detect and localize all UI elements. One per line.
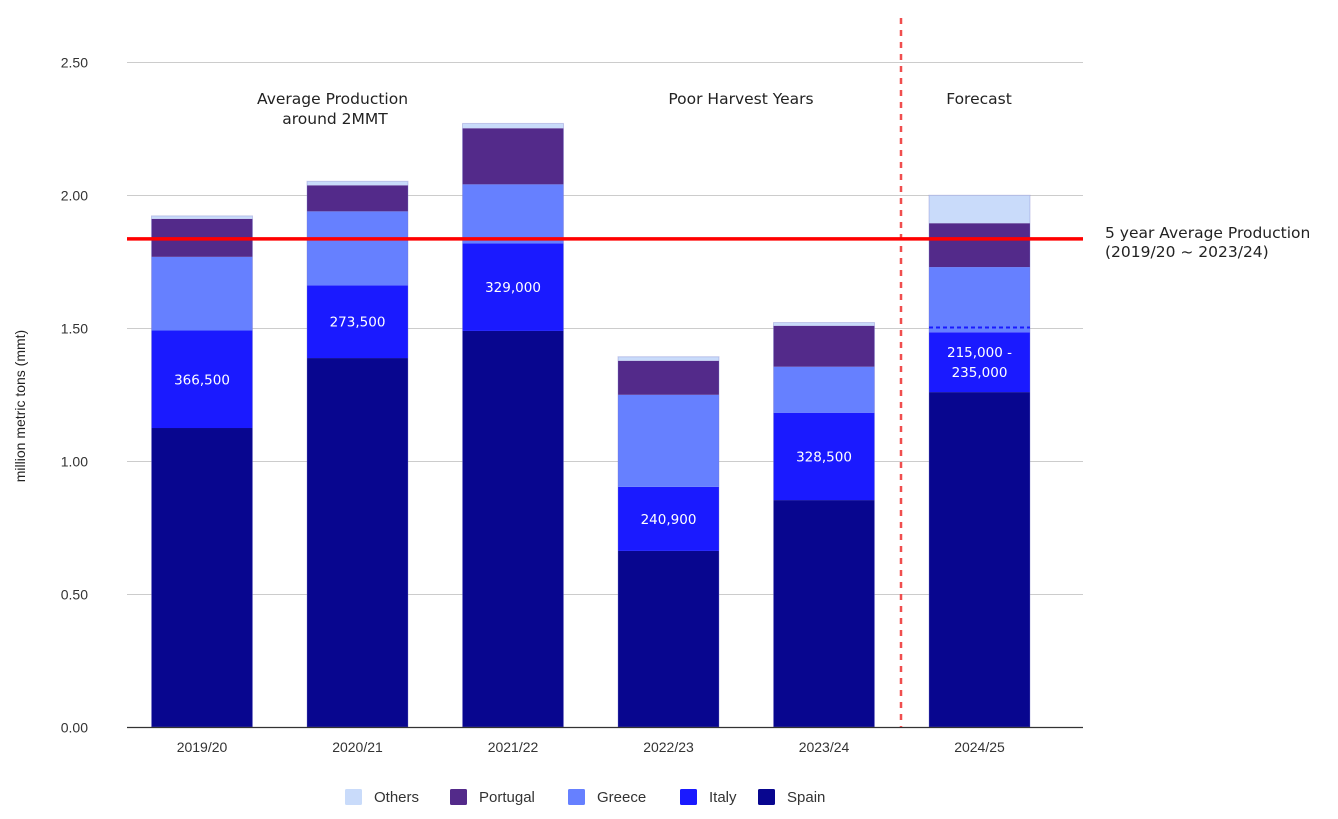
- x-tick-label: 2021/22: [488, 739, 539, 755]
- annotation-average-production-line1: Average Production: [257, 90, 408, 108]
- y-axis-label: million metric tons (mmt): [12, 330, 28, 482]
- bar-segment-italy: [929, 332, 1030, 393]
- legend-item-portugal: Portugal: [450, 789, 535, 806]
- bar-stack: [617, 356, 720, 728]
- data-label-line: 366,500: [174, 372, 230, 388]
- bar-stack: [773, 322, 875, 728]
- bar-segment-others: [151, 215, 253, 219]
- bar-segment-spain: [618, 550, 719, 727]
- legend-item-italy: Italy: [680, 789, 737, 806]
- gridlines: [127, 62, 1083, 595]
- bar-stack: [151, 215, 253, 728]
- x-tick-label: 2024/25: [954, 739, 1005, 755]
- annotation-poor-harvest-years: Poor Harvest Years: [668, 90, 813, 108]
- y-axis-ticks: 0.00 0.50 1.00 1.50 2.00 2.50: [61, 55, 88, 736]
- x-tick-label: 2022/23: [643, 739, 694, 755]
- bar-segment-spain: [462, 330, 564, 727]
- bar-segment-others: [462, 123, 564, 129]
- x-axis-ticks: 2019/20 2020/21 2021/22 2022/23 2023/24 2024/…: [177, 739, 1005, 755]
- bar-segment-others: [307, 181, 408, 186]
- bar-segment-greece: [929, 267, 1030, 333]
- bar-stack: [462, 122, 564, 728]
- legend-item-spain: Spain: [758, 789, 825, 806]
- bar-segment-spain: [307, 358, 408, 727]
- data-label-line: 235,000: [952, 365, 1008, 381]
- bars: [151, 122, 1031, 728]
- data-labels: 366,500 273,500 329,000 240,900 328,500 215,0…: [174, 280, 1030, 528]
- bar-stack: [928, 194, 1031, 728]
- legend-swatch: [758, 789, 775, 805]
- legend-label: Spain: [787, 789, 825, 806]
- data-label-italy: 366,500: [174, 372, 230, 388]
- legend-label: Portugal: [479, 789, 535, 806]
- legend-swatch: [345, 789, 362, 805]
- reference-line-label-line1: 5 year Average Production: [1105, 224, 1310, 242]
- legend: Others Portugal Greece Italy Spain: [345, 789, 825, 806]
- bar-segment-others: [773, 322, 875, 326]
- y-tick-label: 0.00: [61, 720, 88, 736]
- data-label-italy: 329,000: [485, 280, 541, 296]
- bar-stack: [306, 180, 409, 728]
- bar-segment-portugal: [307, 185, 408, 212]
- legend-item-others: Others: [345, 789, 419, 806]
- bar-segment-portugal: [773, 325, 875, 367]
- bar-segment-portugal: [929, 223, 1030, 268]
- y-tick-label: 2.50: [61, 55, 88, 71]
- annotation-average-production-line2: around 2MMT: [282, 110, 388, 128]
- y-tick-label: 1.50: [61, 321, 88, 337]
- bar-segment-spain: [151, 428, 253, 727]
- bar-segment-portugal: [618, 360, 719, 395]
- bar-segment-greece: [307, 211, 408, 286]
- data-label-italy: 273,500: [330, 315, 386, 331]
- data-label-line: 273,500: [330, 315, 386, 331]
- bar-segment-portugal: [462, 128, 564, 185]
- y-tick-label: 2.00: [61, 188, 88, 204]
- bar-segment-italy: [151, 330, 253, 429]
- bar-segment-italy: [773, 412, 875, 501]
- reference-line-label-line2: (2019/20 ~ 2023/24): [1105, 243, 1269, 261]
- reference-line-label: 5 year Average Production (2019/20 ~ 202…: [1105, 224, 1315, 261]
- data-label-italy: 328,500: [796, 449, 852, 465]
- x-tick-label: 2020/21: [332, 739, 383, 755]
- data-label-line: 240,900: [641, 512, 697, 528]
- y-tick-label: 1.00: [61, 454, 88, 470]
- legend-swatch: [568, 789, 585, 805]
- bar-segment-italy: [462, 243, 564, 331]
- y-tick-label: 0.50: [61, 587, 88, 603]
- legend-label: Italy: [709, 789, 737, 806]
- bar-segment-greece: [462, 184, 564, 244]
- annotation-forecast: Forecast: [946, 90, 1012, 108]
- bar-segment-others: [618, 356, 719, 361]
- bar-segment-greece: [618, 394, 719, 487]
- data-label-italy: 215,000 - 235,000: [947, 345, 1012, 381]
- bar-segment-spain: [773, 500, 875, 727]
- data-label-line: 328,500: [796, 449, 852, 465]
- bar-segment-greece: [773, 366, 875, 413]
- bar-segment-others: [929, 195, 1030, 224]
- legend-swatch: [450, 789, 467, 805]
- x-tick-label: 2023/24: [799, 739, 850, 755]
- data-label-line: 329,000: [485, 280, 541, 296]
- bar-segment-greece: [151, 256, 253, 331]
- legend-swatch: [680, 789, 697, 805]
- annotation-average-production: Average Production around 2MMT: [257, 90, 413, 128]
- data-label-line: 215,000 -: [947, 345, 1012, 361]
- x-tick-label: 2019/20: [177, 739, 228, 755]
- legend-label: Greece: [597, 789, 646, 806]
- data-label-italy: 240,900: [641, 512, 697, 528]
- bar-segment-italy: [618, 486, 719, 551]
- bar-segment-italy: [307, 285, 408, 359]
- legend-item-greece: Greece: [568, 789, 646, 806]
- legend-label: Others: [374, 789, 419, 806]
- bar-segment-spain: [929, 392, 1030, 727]
